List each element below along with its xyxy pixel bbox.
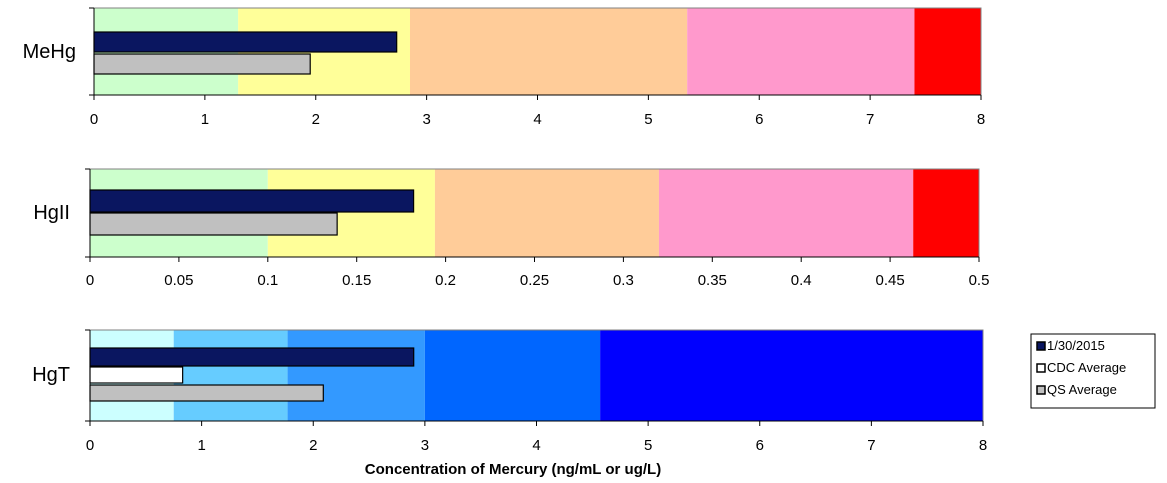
hgii-bar-1-30-2015 — [89, 189, 415, 213]
hgii-band-3 — [434, 169, 659, 257]
mehg-x-tick-label-8: 8 — [977, 111, 985, 128]
mehg-x-tick-label-4: 4 — [533, 111, 541, 128]
hgii-x-tick-label-4: 0.2 — [435, 272, 456, 289]
mehg-x-tick-label-5: 5 — [644, 111, 652, 128]
hgt-x-tick-label-6: 6 — [756, 437, 764, 454]
mehg-bar-qs-average — [93, 53, 311, 75]
hgt-band-3 — [287, 330, 425, 421]
mehg-x-tick-label-3: 3 — [422, 111, 430, 128]
hgt-x-tick-label-2: 2 — [309, 437, 317, 454]
hgt-bar-cdc-average — [89, 366, 184, 384]
hgt-x-tick-label-4: 4 — [532, 437, 540, 454]
mehg-x-tick-label-1: 1 — [201, 111, 209, 128]
legend-swatch-1-30-2015 — [1036, 341, 1046, 351]
hgii-x-tick-label-1: 0.05 — [164, 272, 193, 289]
hgii-band-4 — [658, 169, 914, 257]
hgt-band-4 — [424, 330, 601, 421]
mehg-x-tick-label-6: 6 — [755, 111, 763, 128]
hgt-x-tick-label-0: 0 — [86, 437, 94, 454]
hgt-x-tick-label-7: 7 — [867, 437, 875, 454]
hgt-bar-1-30-2015 — [89, 347, 415, 367]
legend-swatch-qs-average — [1036, 385, 1046, 395]
hgt-band-5 — [600, 330, 983, 421]
hgii-x-tick-label-0: 0 — [86, 272, 94, 289]
mehg-x-tick-label-2: 2 — [312, 111, 320, 128]
legend-label-1-30-2015: 1/30/2015 — [1047, 338, 1105, 353]
hgii-x-tick-label-9: 0.45 — [875, 272, 904, 289]
mehg-band-5 — [914, 8, 981, 95]
mehg-band-3 — [409, 8, 688, 95]
mehg-bar-1-30-2015 — [93, 31, 398, 53]
x-axis-title: Concentration of Mercury (ng/mL or ug/L) — [365, 461, 661, 478]
hgii-row-label: HgII — [33, 202, 70, 224]
hgt-x-tick-label-1: 1 — [197, 437, 205, 454]
hgii-x-tick-label-7: 0.35 — [698, 272, 727, 289]
mehg-x-tick-label-0: 0 — [90, 111, 98, 128]
hgii-x-tick-label-2: 0.1 — [257, 272, 278, 289]
legend-label-cdc-average: CDC Average — [1047, 360, 1126, 375]
hgii-bar-qs-average — [89, 212, 338, 236]
mehg-row-label: MeHg — [23, 41, 76, 63]
mehg-x-tick-label-7: 7 — [866, 111, 874, 128]
mehg-band-4 — [687, 8, 915, 95]
legend-swatch-cdc-average — [1036, 363, 1046, 373]
hgt-bar-qs-average — [89, 384, 324, 402]
legend-label-qs-average: QS Average — [1047, 382, 1117, 397]
hgii-x-tick-label-6: 0.3 — [613, 272, 634, 289]
hgt-x-tick-label-3: 3 — [421, 437, 429, 454]
legend-box — [1030, 333, 1156, 409]
hgii-x-tick-label-8: 0.4 — [791, 272, 812, 289]
hgii-x-tick-label-5: 0.25 — [520, 272, 549, 289]
hgii-x-tick-label-10: 0.5 — [969, 272, 990, 289]
hgt-row-label: HgT — [32, 364, 70, 386]
hgt-band-2 — [173, 330, 288, 421]
hgii-band-5 — [913, 169, 979, 257]
hgii-x-tick-label-3: 0.15 — [342, 272, 371, 289]
hgt-x-tick-label-8: 8 — [979, 437, 987, 454]
hgt-x-tick-label-5: 5 — [644, 437, 652, 454]
